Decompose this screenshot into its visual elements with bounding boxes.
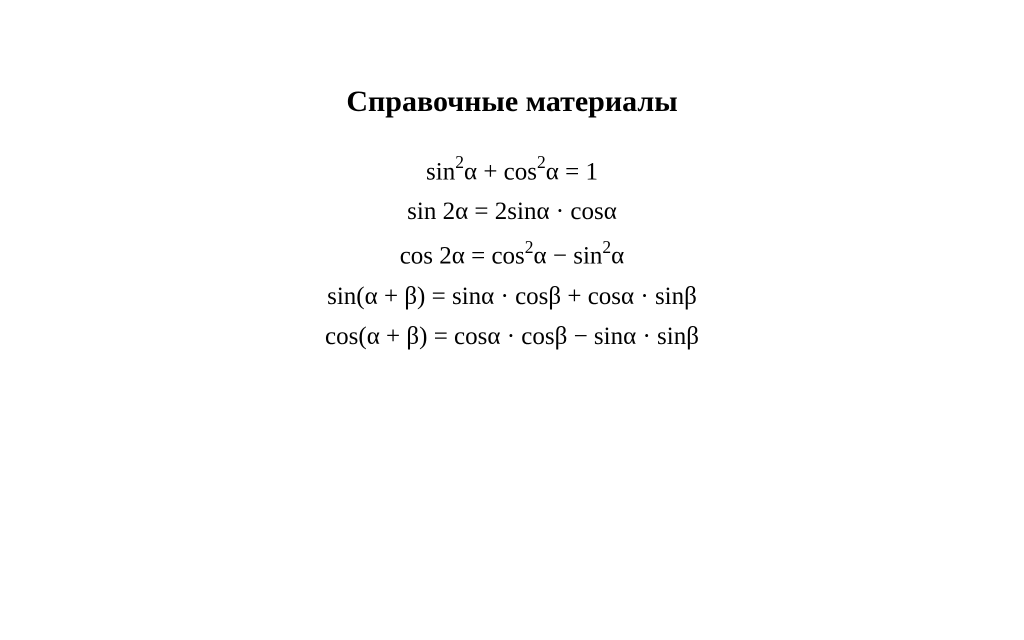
page-title: Справочные материалы: [346, 85, 677, 119]
formula-item: cos(α + β) = cosα · cosβ − sinα · sinβ: [325, 323, 699, 351]
formula-item: sin(α + β) = sinα · cosβ + cosα · sinβ: [327, 283, 697, 311]
formula-item: cos 2α = cos2α − sin2α: [400, 238, 625, 270]
formula-list: sin2α + cos2α = 1 sin 2α = 2sinα · cosα …: [325, 154, 699, 351]
formula-item: sin2α + cos2α = 1: [426, 154, 598, 186]
formula-item: sin 2α = 2sinα · cosα: [407, 198, 617, 226]
